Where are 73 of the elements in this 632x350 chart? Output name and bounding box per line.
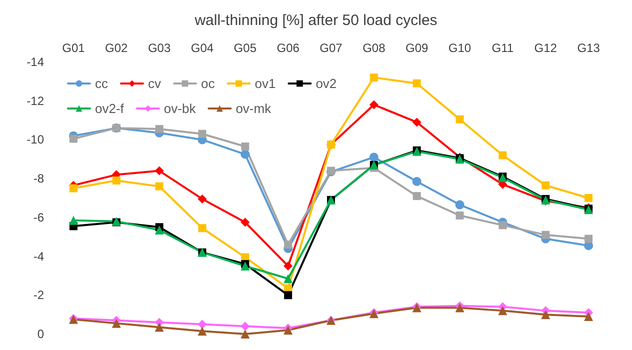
- point: [154, 166, 164, 176]
- point: [240, 330, 250, 338]
- x-tick-label: G11: [492, 41, 514, 55]
- point: [154, 322, 164, 332]
- x-tick-label: G07: [320, 41, 343, 55]
- point: [240, 150, 250, 159]
- point: [412, 192, 421, 200]
- x-tick-label: G04: [190, 41, 214, 55]
- point: [584, 194, 593, 202]
- point: [584, 234, 593, 243]
- point: [69, 134, 78, 143]
- x-tick-label: G09: [406, 41, 429, 55]
- x-tick-label: G05: [234, 41, 257, 55]
- point: [541, 310, 550, 320]
- x-tick-label: G01: [62, 41, 86, 55]
- point: [284, 274, 293, 284]
- point: [112, 318, 121, 328]
- y-tick-label: -12: [26, 94, 44, 108]
- legend-label: cv: [148, 76, 162, 91]
- y-tick-label: -4: [33, 249, 44, 264]
- y-tick-label: -10: [26, 132, 44, 147]
- point: [412, 79, 421, 88]
- point: [284, 262, 293, 270]
- point: [198, 320, 207, 329]
- point: [412, 118, 422, 127]
- y-tick-label: 0: [37, 327, 44, 341]
- legend-label: ov2: [316, 76, 337, 91]
- point: [68, 216, 78, 225]
- legend-label: cc: [95, 76, 108, 91]
- x-tick-label: G06: [276, 41, 300, 55]
- point: [498, 221, 507, 230]
- legend-label: ov-mk: [236, 101, 272, 116]
- y-tick-label: -6: [33, 210, 44, 224]
- point: [456, 115, 464, 124]
- point: [198, 130, 206, 138]
- x-tick-label: G03: [148, 41, 171, 55]
- y-tick-label: -2: [33, 288, 44, 302]
- point: [498, 306, 508, 316]
- point: [370, 74, 378, 82]
- point: [198, 326, 207, 336]
- point: [112, 176, 120, 185]
- point: [412, 176, 422, 186]
- legend-label: ov-bk: [164, 101, 196, 116]
- point: [198, 194, 207, 204]
- x-tick-label: G12: [534, 41, 558, 55]
- point: [455, 200, 464, 210]
- point: [155, 125, 164, 134]
- point: [369, 100, 378, 110]
- legend-label: ov1: [254, 76, 276, 91]
- point: [284, 240, 292, 249]
- point: [369, 152, 378, 162]
- point: [240, 218, 250, 227]
- point: [198, 224, 206, 232]
- x-tick-label: G13: [577, 41, 600, 55]
- x-tick-label: G08: [362, 41, 386, 55]
- point: [154, 226, 164, 235]
- point: [284, 291, 292, 300]
- y-tick-label: -14: [26, 55, 44, 69]
- point: [241, 142, 250, 151]
- point: [542, 181, 550, 190]
- point: [240, 322, 250, 331]
- chart-title: wall-thinning [%] after 50 load cycles: [194, 12, 438, 29]
- x-tick-label: G02: [105, 41, 128, 55]
- legend-label: oc: [201, 76, 216, 91]
- point: [155, 182, 164, 190]
- y-tick-label: -8: [33, 172, 44, 186]
- x-tick-label: G10: [448, 41, 472, 55]
- point: [69, 184, 78, 192]
- point: [542, 230, 550, 239]
- point: [498, 151, 507, 160]
- legend-label: ov2-f: [95, 101, 124, 116]
- point: [584, 312, 594, 322]
- point: [456, 211, 464, 220]
